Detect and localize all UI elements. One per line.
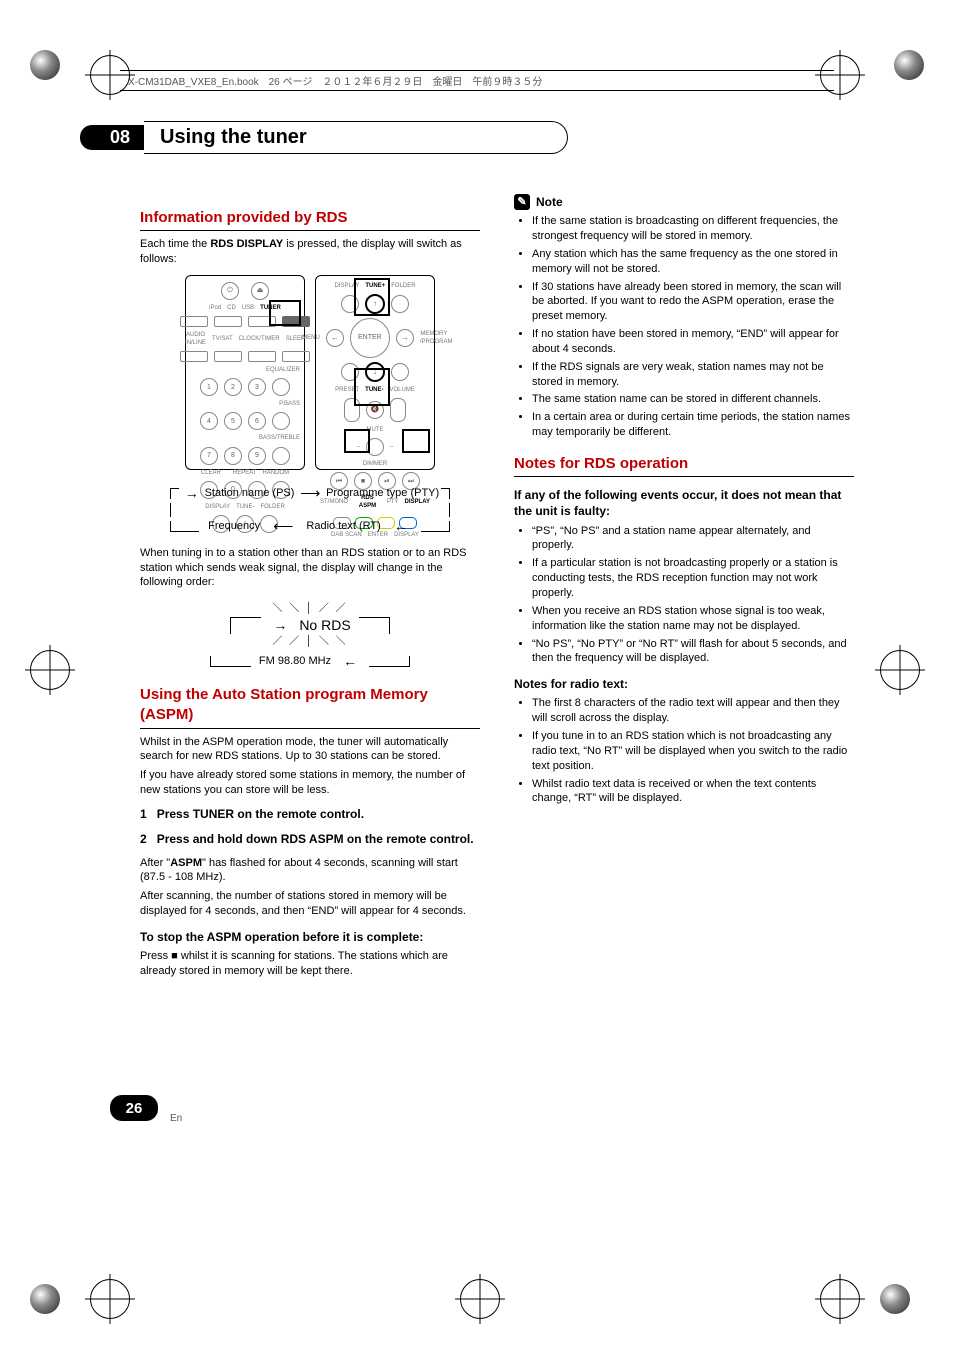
reg-mark-bl [30,1284,74,1328]
aspm-stop-heading: To stop the ASPM operation before it is … [140,929,480,945]
enter-button: ENTER [350,318,390,358]
section-rds-notes-title: Notes for RDS operation [514,454,854,477]
lbl-tvsat: TV/SAT [212,335,233,343]
step-2: 2Press and hold down RDS ASPM on the rem… [140,831,480,848]
note-item: In a certain area or during certain time… [532,410,854,440]
rds-display-highlight-box [402,429,430,453]
note-item: Any station which has the same frequency… [532,247,854,277]
right-arrow-icon: → [396,329,414,347]
rt-item: Whilst radio text data is received or wh… [532,777,854,807]
note-item: The same station name can be stored in d… [532,392,854,407]
rds-weak-signal-para: When tuning in to a station other than a… [140,546,480,591]
lbl-clock: CLOCK/TIMER [239,335,280,343]
lbl-folder-r: FOLDER [391,282,415,290]
chapter-number-pill: 08 [80,125,144,150]
reg-mark-bl2 [90,1279,134,1323]
tune-down-highlight-box [354,368,390,406]
lbl-memory: MEMORY /PROGRAM [420,330,448,346]
flow-ps: Station name (PS) [205,486,295,501]
tune-up-highlight-box [354,278,390,316]
no-rds-text: No RDS [299,616,350,635]
section-rds-info-title: Information provided by RDS [140,208,480,231]
left-column: Information provided by RDS Each time th… [140,194,480,983]
rt-item: The first 8 characters of the radio text… [532,696,854,726]
lbl-basstreble: BASS/TREBLE [259,434,300,442]
aspm-para-5: Press ■ whilst it is scanning for statio… [140,949,480,979]
lbl-audioin: AUDIO IN/LINE [185,331,206,347]
book-page-info: X-CM31DAB_VXE8_En.book 26 ページ ２０１２年６月２９日… [128,73,542,88]
note-label: Note [536,194,563,210]
radio-text-list: The first 8 characters of the radio text… [514,696,854,806]
step-1: 1Press TUNER on the remote control. [140,806,480,823]
reg-mark-br [880,1284,924,1328]
page-number: 26 [110,1095,158,1121]
chapter-title: Using the tuner [144,121,568,154]
lbl-repeat: REPEAT [233,469,257,477]
eject-icon: ⏏ [251,282,269,300]
lbl-clear: CLEAR [201,469,221,477]
section-aspm-title: Using the Auto Station program Memory (A… [140,685,480,729]
tuner-highlight-box [269,300,301,326]
page-language: En [170,1113,182,1124]
rds-display-cycle-diagram: → Station name (PS) ⟶ Programme type (PT… [170,484,450,536]
rt-item: If you tune in to an RDS station which i… [532,729,854,774]
rds-faulty-heading: If any of the following events occur, it… [514,487,854,519]
flow-pty: Programme type (PTY) [326,486,439,501]
note-item: If the RDS signals are very weak, statio… [532,360,854,390]
flow-rt: Radio text (RT) [306,519,380,534]
reg-mark-tr [880,50,924,94]
lbl-volume: VOLUME [390,386,415,394]
faulty-item: When you receive an RDS station whose si… [532,604,854,634]
lbl-menu: MENU [302,334,320,342]
standby-icon: ⏻ [221,282,239,300]
faulty-list: “PS”, “No PS” and a station name appear … [514,524,854,667]
right-column: ✎ Note If the same station is broadcasti… [514,194,854,983]
lbl-random: RANDOM [262,469,289,477]
page-footer: 26 En [110,1093,854,1124]
print-header-bar: X-CM31DAB_VXE8_En.book 26 ページ ２０１２年６月２９日… [120,70,834,91]
note-heading: ✎ Note [514,194,854,210]
aspm-para-2: If you have already stored some stations… [140,768,480,798]
radio-text-notes-heading: Notes for radio text: [514,676,854,692]
lbl-ipod: iPod [209,304,221,312]
faulty-item: “PS”, “No PS” and a station name appear … [532,524,854,554]
left-arrow-icon: ← [326,329,344,347]
lbl-cd: CD [227,304,236,312]
remote-right: DISPLAY TUNE+ FOLDER ↑ MENU ← ENTER → ME… [315,275,435,470]
aspm-para-3: After "ASPM" has flashed for about 4 sec… [140,856,480,886]
faulty-item: If a particular station is not broadcast… [532,556,854,601]
faulty-item: “No PS”, “No PTY” or “No RT” will flash … [532,637,854,667]
flow-freq: Frequency [208,519,260,534]
note-item: If 30 stations have already been stored … [532,280,854,325]
reg-mark-bc [460,1279,504,1323]
note-item: If no station have been stored in memory… [532,327,854,357]
aspm-para-4: After scanning, the number of stations s… [140,889,480,919]
aspm-steps: 1Press TUNER on the remote control. 2Pre… [140,806,480,848]
lbl-dimmer: DIMMER [363,460,387,468]
reg-mark-br2 [820,1279,864,1323]
remote-left: ⏻⏏ iPod CD USB TUNER AUDIO IN/LINE TV/SA… [185,275,305,470]
note-icon: ✎ [514,194,530,210]
rds-aspm-highlight-box [344,429,370,453]
rds-intro-para: Each time the RDS DISPLAY is pressed, th… [140,237,480,267]
remote-illustration: ⏻⏏ iPod CD USB TUNER AUDIO IN/LINE TV/SA… [140,275,480,470]
aspm-para-1: Whilst in the ASPM operation mode, the t… [140,735,480,765]
chapter-number: 08 [110,127,130,147]
lbl-usb: USB [242,304,254,312]
reg-mark-tl [30,50,74,94]
no-rds-diagram: ＼ ＼ │ ／ ／ → No RDS ／ ／ │ ＼ ＼ FM 98.80 MH… [140,602,480,671]
note-list: If the same station is broadcasting on d… [514,214,854,440]
lbl-equalizer: EQUALIZER [266,366,300,374]
note-item: If the same station is broadcasting on d… [532,214,854,244]
no-rds-freq: FM 98.80 MHz [259,654,331,669]
chapter-header: 08 Using the tuner [140,121,854,154]
lbl-pbass: P.BASS [279,400,300,408]
